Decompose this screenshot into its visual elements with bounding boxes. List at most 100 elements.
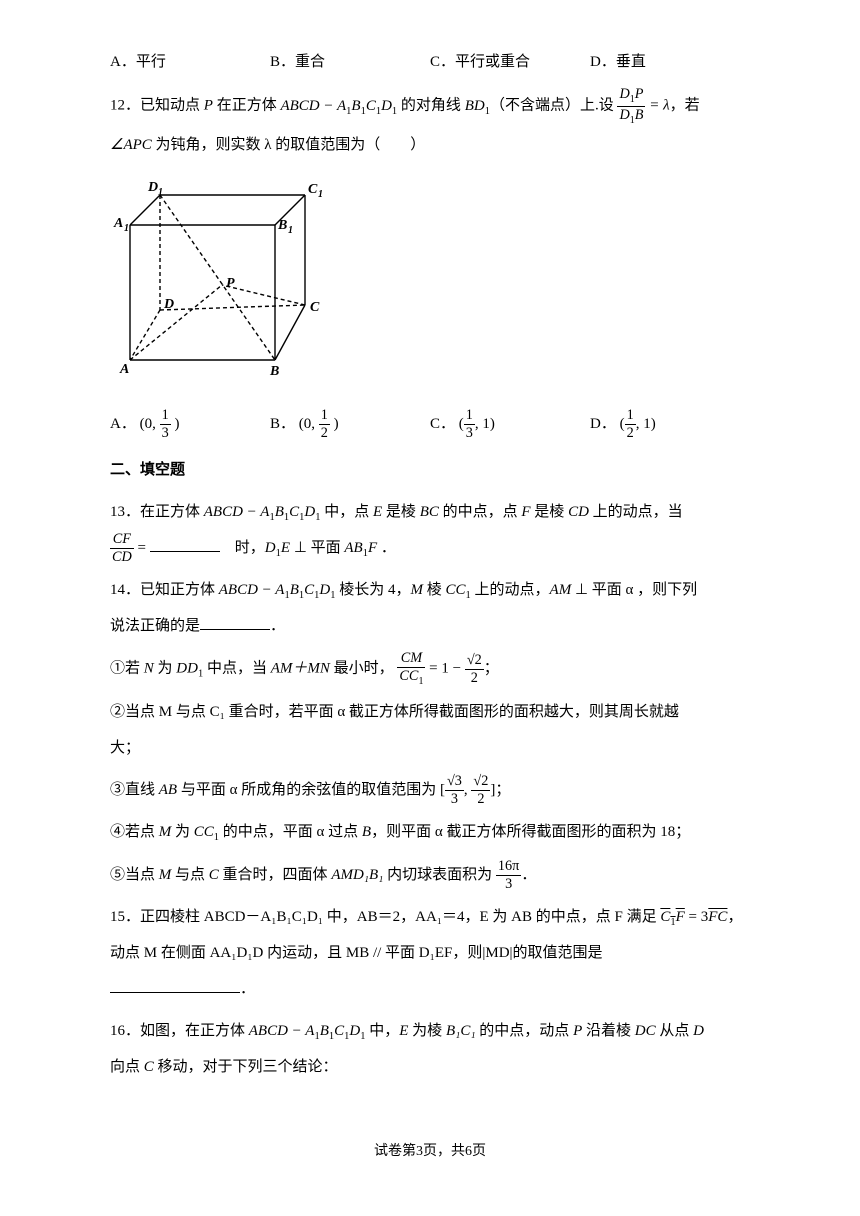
a: 16．如图，在正方体 bbox=[110, 1023, 249, 1039]
dc: DC bbox=[635, 1023, 656, 1039]
q12-p: P bbox=[204, 98, 213, 114]
cd: CD bbox=[568, 504, 589, 520]
e: = 1 − bbox=[425, 661, 464, 677]
lbl-d1: D bbox=[147, 180, 158, 195]
q11-options: A．平行 B．重合 C．平行或重合 D．垂直 bbox=[110, 44, 750, 80]
dd: 2 bbox=[625, 425, 636, 442]
dd: DD bbox=[176, 661, 198, 677]
lbl-p: P bbox=[226, 276, 235, 291]
lbl-c1: C bbox=[308, 182, 318, 197]
sub: 1 bbox=[288, 225, 293, 236]
m: M bbox=[159, 824, 172, 840]
b: 大； bbox=[110, 740, 140, 756]
q12-options: A． (0, 13 ) B． (0, 12 ) C． (13, 1) D． (1… bbox=[110, 406, 750, 442]
opt-c: C．平行或重合 bbox=[430, 44, 590, 80]
opt-a: A．平行 bbox=[110, 44, 270, 80]
ammn: AM＋MN bbox=[271, 661, 330, 677]
a: ③直线 bbox=[110, 782, 159, 798]
q14-s2: ②当点 M 与点 C₁ 重合时，若平面 α 截正方体所得截面图形的面积越大，则其… bbox=[110, 694, 750, 766]
q12-frac: D1P D1B bbox=[617, 86, 645, 127]
b: 为 bbox=[171, 824, 194, 840]
am: AM bbox=[550, 582, 572, 598]
q13: 13．在正方体 ABCD − A1B1C1D1 中，点 E 是棱 BC 的中点，… bbox=[110, 494, 750, 566]
n1: √3 bbox=[445, 773, 464, 791]
bc: B₁C₁ bbox=[446, 1023, 476, 1039]
dd: D bbox=[693, 1023, 704, 1039]
opt-b: B．重合 bbox=[270, 44, 430, 80]
page-footer: 试卷第3页，共6页 bbox=[110, 1135, 750, 1169]
dn: 3 bbox=[496, 876, 521, 893]
c: ABCD − A bbox=[219, 582, 285, 598]
q12-opt-c: C． (13, 1) bbox=[430, 406, 590, 442]
ab: AB bbox=[159, 782, 177, 798]
d-label: D． bbox=[590, 416, 616, 432]
m: M bbox=[159, 867, 172, 883]
d: 的中点，动点 bbox=[476, 1023, 574, 1039]
q15: 15．正四棱柱 ABCD－A₁B₁C₁D₁ 中，AB＝2，AA₁＝4，E 为 A… bbox=[110, 899, 750, 1007]
c: ABCD − A bbox=[249, 1023, 315, 1039]
q12-figure: D1 C1 A1 B1 D C A B P bbox=[110, 175, 750, 394]
bb: B bbox=[362, 824, 371, 840]
b: 动点 M 在侧面 AA₁D₁D 内运动，且 MB // 平面 D₁EF，则|MD… bbox=[110, 945, 603, 961]
opt-d: D．垂直 bbox=[590, 44, 750, 80]
e: 说法正确的是 bbox=[110, 618, 200, 634]
g: 向点 bbox=[110, 1059, 144, 1075]
f2d: 2 bbox=[465, 670, 484, 687]
q13a: 13．在正方体 bbox=[110, 504, 204, 520]
an: 1 bbox=[160, 407, 171, 425]
q12-text-b: 在正方体 bbox=[213, 98, 281, 114]
cube-svg: D1 C1 A1 B1 D C A B P bbox=[110, 175, 340, 380]
q15-blank[interactable] bbox=[110, 978, 240, 993]
a-label: A． bbox=[110, 416, 136, 432]
lbl-d: D bbox=[163, 297, 174, 312]
lbl-a: A bbox=[119, 362, 129, 377]
cube-a: ABCD − A bbox=[280, 98, 346, 114]
e: E bbox=[373, 504, 382, 520]
bd: BD bbox=[465, 98, 485, 114]
sub: 1 bbox=[124, 223, 129, 234]
ad: 3 bbox=[160, 425, 171, 442]
n: 16π bbox=[496, 858, 521, 876]
q12-opt-d: D． (12, 1) bbox=[590, 406, 750, 442]
a: ④若点 bbox=[110, 824, 159, 840]
bd: 2 bbox=[319, 425, 330, 442]
n: CF bbox=[110, 531, 134, 549]
q14-blank[interactable] bbox=[200, 615, 270, 630]
q12-cube: ABCD − A1B1C1D1 bbox=[280, 98, 397, 114]
fn: CM bbox=[397, 650, 425, 668]
q14-s3: ③直线 AB 与平面 α 所成角的余弦值的取值范围为 [√33, √22]； bbox=[110, 772, 750, 808]
b: 中， bbox=[365, 1023, 399, 1039]
a: ②当点 M 与点 C₁ 重合时，若平面 α 截正方体所得截面图形的面积越大，则其… bbox=[110, 704, 679, 720]
d1: 3 bbox=[445, 791, 464, 808]
c: ． bbox=[240, 981, 255, 997]
q12-opt-b: B． (0, 12 ) bbox=[270, 406, 430, 442]
q12-text-c: 的对角线 bbox=[397, 98, 465, 114]
q14-s4: ④若点 M 为 CC1 的中点，平面 α 过点 B，则平面 α 截正方体所得截面… bbox=[110, 814, 750, 850]
sub: 1 bbox=[158, 187, 163, 198]
q13d: 的中点，点 bbox=[439, 504, 522, 520]
b: 为 bbox=[154, 661, 177, 677]
q14-s5: ⑤当点 M 与点 C 重合时，四面体 AMD₁B₁ 内切球表面积为 16π3． bbox=[110, 857, 750, 893]
ee: 沿着棱 bbox=[582, 1023, 635, 1039]
cn: 1 bbox=[464, 407, 475, 425]
q13f: 上的动点，当 bbox=[589, 504, 683, 520]
cd: 3 bbox=[464, 425, 475, 442]
dn: 1 bbox=[625, 407, 636, 425]
f2n: √2 bbox=[465, 652, 484, 670]
q14: 14．已知正方体 ABCD − A1B1C1D1 棱长为 4，M 棱 CC1 上… bbox=[110, 572, 750, 644]
e: ． bbox=[521, 867, 536, 883]
q13-frac: CFCD bbox=[110, 531, 134, 566]
q13-blank[interactable] bbox=[150, 537, 220, 552]
q13e: 是棱 bbox=[531, 504, 569, 520]
m: M bbox=[411, 582, 424, 598]
co: ， bbox=[727, 909, 742, 925]
f: F bbox=[521, 504, 530, 520]
d: 最小时， bbox=[330, 661, 394, 677]
eq: = bbox=[134, 540, 150, 556]
lbl-c: C bbox=[310, 300, 320, 315]
d: ⊥ 平面 α ，则下列 bbox=[571, 582, 697, 598]
a: 14．已知正方体 bbox=[110, 582, 219, 598]
q12-text-a: 12．已知动点 bbox=[110, 98, 204, 114]
c2: 上的动点， bbox=[471, 582, 550, 598]
d: ，则平面 α 截正方体所得截面图形的面积为 18； bbox=[371, 824, 690, 840]
